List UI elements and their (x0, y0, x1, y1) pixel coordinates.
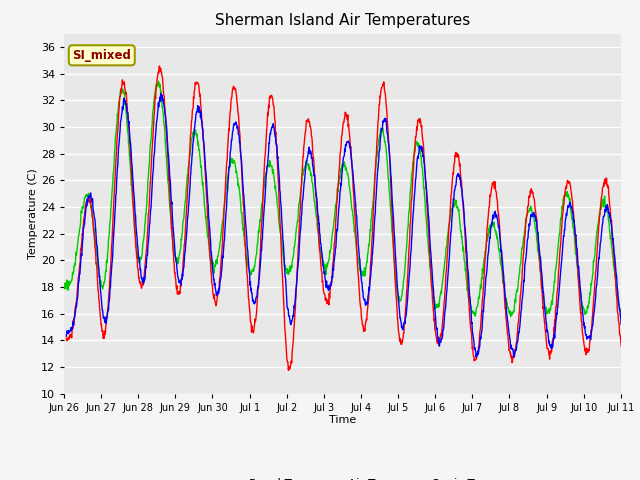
Panel T (297, 187, 305, 193)
Title: Sherman Island Air Temperatures: Sherman Island Air Temperatures (215, 13, 470, 28)
Panel T (76, 269, 83, 275)
Sonic T (298, 184, 305, 190)
X-axis label: Time: Time (329, 415, 356, 425)
Panel T (334, 186, 342, 192)
Sonic T (377, 125, 385, 131)
Line: Air T: Air T (67, 94, 640, 357)
Line: Sonic T: Sonic T (64, 81, 640, 317)
Air T (76, 277, 83, 283)
Air T (429, 281, 436, 287)
Sonic T (76, 232, 83, 238)
Sonic T (429, 294, 437, 300)
Y-axis label: Temperature (C): Temperature (C) (28, 168, 38, 259)
Sonic T (60, 286, 68, 292)
Sonic T (460, 251, 468, 256)
Sonic T (334, 184, 342, 190)
Panel T (460, 208, 467, 214)
Panel T (376, 95, 384, 100)
Sonic T (154, 78, 162, 84)
Panel T (429, 301, 436, 307)
Sonic T (507, 314, 515, 320)
Air T (297, 221, 305, 227)
Text: SI_mixed: SI_mixed (72, 49, 131, 62)
Air T (376, 135, 384, 141)
Line: Panel T: Panel T (67, 66, 640, 370)
Air T (334, 221, 342, 227)
Legend: Panel T, Air T, Sonic T: Panel T, Air T, Sonic T (205, 473, 480, 480)
Air T (460, 202, 467, 207)
